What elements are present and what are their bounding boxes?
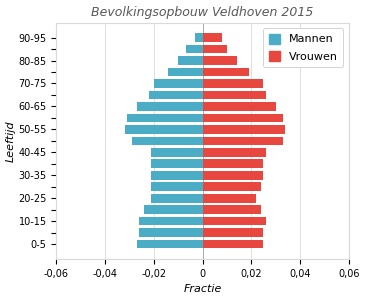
Bar	[149, 91, 203, 99]
Bar	[151, 194, 203, 203]
Bar	[169, 68, 203, 76]
Bar	[203, 102, 276, 111]
Bar	[151, 171, 203, 180]
Bar	[203, 148, 266, 157]
Bar	[139, 228, 203, 237]
Bar	[203, 240, 264, 248]
Bar	[203, 206, 261, 214]
Bar	[185, 45, 203, 53]
Bar	[203, 56, 237, 65]
Bar	[203, 160, 264, 168]
Bar	[203, 45, 227, 53]
Bar	[178, 56, 203, 65]
Bar	[154, 79, 203, 88]
X-axis label: Fractie: Fractie	[183, 284, 222, 294]
Bar	[203, 228, 264, 237]
Bar	[144, 206, 203, 214]
Bar	[124, 125, 203, 134]
Bar	[151, 182, 203, 191]
Bar	[203, 79, 264, 88]
Bar	[203, 33, 222, 42]
Bar	[203, 125, 285, 134]
Bar	[203, 114, 283, 122]
Legend: Mannen, Vrouwen: Mannen, Vrouwen	[263, 28, 343, 68]
Bar	[203, 182, 261, 191]
Bar	[203, 68, 249, 76]
Bar	[203, 171, 264, 180]
Title: Bevolkingsopbouw Veldhoven 2015: Bevolkingsopbouw Veldhoven 2015	[91, 6, 314, 19]
Bar	[203, 136, 283, 145]
Bar	[203, 217, 266, 226]
Bar	[203, 91, 266, 99]
Bar	[127, 114, 203, 122]
Bar	[203, 194, 256, 203]
Bar	[132, 136, 203, 145]
Bar	[137, 102, 203, 111]
Bar	[151, 148, 203, 157]
Bar	[195, 33, 203, 42]
Bar	[137, 240, 203, 248]
Bar	[151, 160, 203, 168]
Y-axis label: Leeftijd: Leeftijd	[5, 120, 16, 162]
Bar	[139, 217, 203, 226]
